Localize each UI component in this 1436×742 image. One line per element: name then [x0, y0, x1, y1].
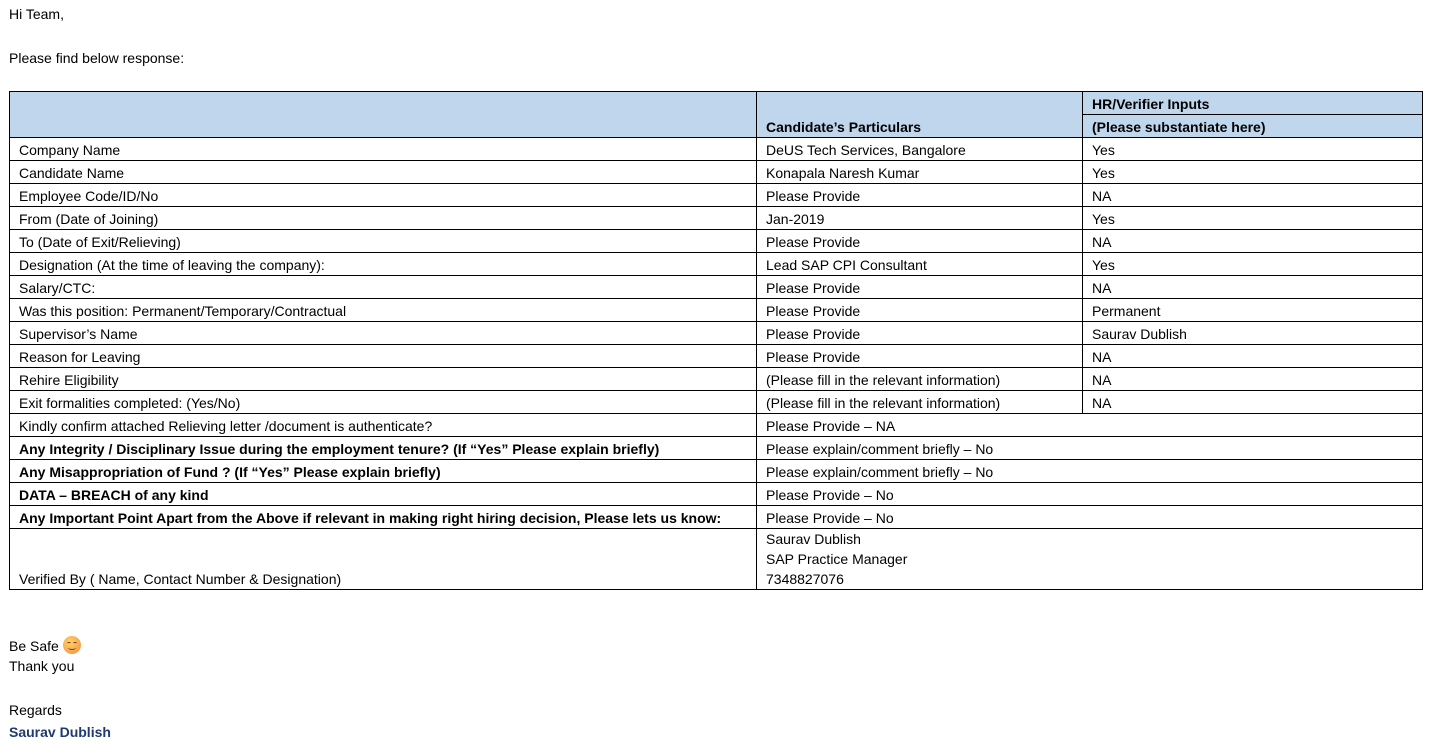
table-row: Salary/CTC: Please Provide NA — [9, 275, 1423, 299]
row-label: Employee Code/ID/No — [9, 183, 757, 207]
row-particulars: (Please fill in the relevant information… — [756, 390, 1083, 414]
header-substantiate: (Please substantiate here) — [1082, 114, 1423, 138]
row-hr-input: Yes — [1082, 252, 1423, 276]
row-value: Please explain/comment briefly – No — [756, 436, 1423, 460]
table-row: Exit formalities completed: (Yes/No) (Ple… — [9, 390, 1423, 414]
table-row: Designation (At the time of leaving the … — [9, 252, 1423, 276]
row-label: Reason for Leaving — [9, 344, 757, 368]
row-particulars: (Please fill in the relevant information… — [756, 367, 1083, 391]
table-row: To (Date of Exit/Relieving) Please Provid… — [9, 229, 1423, 253]
row-label: Supervisor’s Name — [9, 321, 757, 345]
smiling-face-emoji-icon — [62, 636, 81, 654]
be-safe-line: Be Safe — [9, 636, 81, 654]
table-row: Any Misappropriation of Fund ? (If “Yes”… — [9, 459, 1423, 483]
row-value: Please explain/comment briefly – No — [756, 459, 1423, 483]
table-row: Any Integrity / Disciplinary Issue durin… — [9, 436, 1423, 460]
intro-text: Please find below response: — [9, 50, 185, 66]
row-particulars: Please Provide — [756, 321, 1083, 345]
table-row: Company Name DeUS Tech Services, Bangalor… — [9, 137, 1423, 161]
row-particulars: Please Provide — [756, 298, 1083, 322]
header-blank — [9, 91, 757, 138]
row-label: Kindly confirm attached Relieving letter… — [9, 413, 757, 437]
verifier-designation: SAP Practice Manager — [766, 551, 908, 567]
row-hr-input: Yes — [1082, 160, 1423, 184]
table-row: Employee Code/ID/No Please Provide NA — [9, 183, 1423, 207]
verified-by-label: Verified By ( Name, Contact Number & Des… — [9, 528, 757, 590]
table-row: Was this position: Permanent/Temporary/C… — [9, 298, 1423, 322]
row-hr-input: Yes — [1082, 137, 1423, 161]
row-hr-input: Yes — [1082, 206, 1423, 230]
row-hr-input: NA — [1082, 390, 1423, 414]
table-row: From (Date of Joining) Jan-2019 Yes — [9, 206, 1423, 230]
verified-by-details: Saurav Dublish SAP Practice Manager 734882… — [756, 528, 1423, 590]
verifier-contact: 7348827076 — [766, 571, 844, 587]
thanks-text: Thank you — [9, 658, 75, 674]
row-label: Any Misappropriation of Fund ? (If “Yes”… — [9, 459, 757, 483]
table-row: Candidate Name Konapala Naresh Kumar Yes — [9, 160, 1423, 184]
row-hr-input: Permanent — [1082, 298, 1423, 322]
table-row: Any Important Point Apart from the Above… — [9, 505, 1423, 529]
row-label: Any Integrity / Disciplinary Issue durin… — [9, 436, 757, 460]
verification-table: Candidate’s Particulars HR/Verifier Inpu… — [9, 91, 1423, 590]
row-particulars: Konapala Naresh Kumar — [756, 160, 1083, 184]
table-row: Supervisor’s Name Please Provide Saurav D… — [9, 321, 1423, 345]
signature-name: Saurav Dublish — [9, 724, 111, 740]
verified-by-row: Verified By ( Name, Contact Number & Des… — [9, 528, 1423, 590]
row-particulars: Please Provide — [756, 229, 1083, 253]
header-hr-verifier-inputs: HR/Verifier Inputs — [1082, 91, 1423, 115]
verifier-name: Saurav Dublish — [766, 531, 861, 547]
row-value: Please Provide – NA — [756, 413, 1423, 437]
row-label: Rehire Eligibility — [9, 367, 757, 391]
row-hr-input: NA — [1082, 275, 1423, 299]
row-hr-input: NA — [1082, 183, 1423, 207]
table-header-row: Candidate’s Particulars HR/Verifier Inpu… — [9, 91, 1423, 138]
table-row: DATA – BREACH of any kind Please Provide … — [9, 482, 1423, 506]
regards-text: Regards — [9, 702, 62, 718]
row-label: Salary/CTC: — [9, 275, 757, 299]
row-label: Was this position: Permanent/Temporary/C… — [9, 298, 757, 322]
row-hr-input: NA — [1082, 229, 1423, 253]
row-label: DATA – BREACH of any kind — [9, 482, 757, 506]
row-label: Candidate Name — [9, 160, 757, 184]
row-particulars: Jan-2019 — [756, 206, 1083, 230]
row-hr-input: NA — [1082, 367, 1423, 391]
row-particulars: DeUS Tech Services, Bangalore — [756, 137, 1083, 161]
table-row: Rehire Eligibility (Please fill in the re… — [9, 367, 1423, 391]
row-label: Any Important Point Apart from the Above… — [9, 505, 757, 529]
row-label: Exit formalities completed: (Yes/No) — [9, 390, 757, 414]
row-hr-input: Saurav Dublish — [1082, 321, 1423, 345]
row-particulars: Please Provide — [756, 183, 1083, 207]
greeting: Hi Team, — [9, 6, 64, 22]
row-hr-input: NA — [1082, 344, 1423, 368]
row-value: Please Provide – No — [756, 482, 1423, 506]
row-value: Please Provide – No — [756, 505, 1423, 529]
row-particulars: Lead SAP CPI Consultant — [756, 252, 1083, 276]
row-label: Company Name — [9, 137, 757, 161]
row-particulars: Please Provide — [756, 275, 1083, 299]
row-particulars: Please Provide — [756, 344, 1083, 368]
row-label: To (Date of Exit/Relieving) — [9, 229, 757, 253]
table-row: Reason for Leaving Please Provide NA — [9, 344, 1423, 368]
row-label: Designation (At the time of leaving the … — [9, 252, 757, 276]
header-candidate-particulars: Candidate’s Particulars — [756, 91, 1083, 138]
row-label: From (Date of Joining) — [9, 206, 757, 230]
table-row: Kindly confirm attached Relieving letter… — [9, 413, 1423, 437]
